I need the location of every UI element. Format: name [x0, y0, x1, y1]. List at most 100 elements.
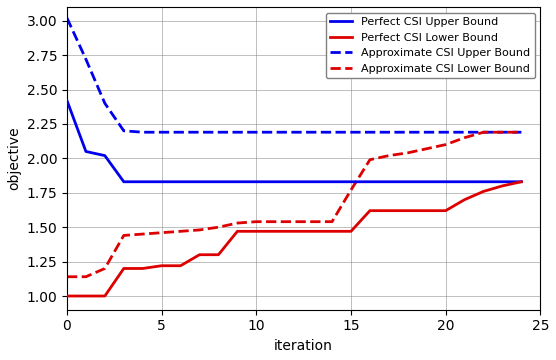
Approximate CSI Lower Bound	[518, 130, 525, 134]
Approximate CSI Lower Bound	[177, 229, 184, 234]
Approximate CSI Upper Bound	[253, 130, 260, 134]
Approximate CSI Upper Bound	[443, 130, 449, 134]
Perfect CSI Upper Bound	[404, 180, 411, 184]
Perfect CSI Lower Bound	[215, 253, 222, 257]
Approximate CSI Upper Bound	[121, 129, 127, 133]
Perfect CSI Lower Bound	[310, 229, 316, 234]
Approximate CSI Lower Bound	[480, 130, 487, 134]
Approximate CSI Lower Bound	[253, 220, 260, 224]
Approximate CSI Lower Bound	[102, 266, 108, 271]
Approximate CSI Lower Bound	[404, 151, 411, 155]
Perfect CSI Upper Bound	[348, 180, 354, 184]
Approximate CSI Upper Bound	[234, 130, 241, 134]
Perfect CSI Lower Bound	[234, 229, 241, 234]
Approximate CSI Upper Bound	[83, 57, 90, 62]
Perfect CSI Upper Bound	[461, 180, 468, 184]
Perfect CSI Lower Bound	[177, 264, 184, 268]
Approximate CSI Lower Bound	[121, 233, 127, 238]
Approximate CSI Upper Bound	[310, 130, 316, 134]
Line: Approximate CSI Upper Bound: Approximate CSI Upper Bound	[67, 18, 522, 132]
Perfect CSI Lower Bound	[480, 189, 487, 194]
Y-axis label: objective: objective	[7, 127, 21, 190]
Perfect CSI Lower Bound	[329, 229, 335, 234]
Approximate CSI Lower Bound	[329, 220, 335, 224]
Perfect CSI Upper Bound	[480, 180, 487, 184]
Approximate CSI Lower Bound	[272, 220, 279, 224]
Approximate CSI Lower Bound	[234, 221, 241, 225]
Perfect CSI Lower Bound	[272, 229, 279, 234]
Perfect CSI Upper Bound	[423, 180, 430, 184]
Perfect CSI Upper Bound	[366, 180, 373, 184]
Perfect CSI Lower Bound	[291, 229, 297, 234]
Perfect CSI Lower Bound	[499, 184, 506, 188]
Approximate CSI Upper Bound	[102, 101, 108, 105]
Approximate CSI Upper Bound	[158, 130, 165, 134]
Approximate CSI Lower Bound	[196, 228, 203, 232]
Line: Perfect CSI Lower Bound: Perfect CSI Lower Bound	[67, 182, 522, 296]
Approximate CSI Lower Bound	[423, 147, 430, 151]
Approximate CSI Upper Bound	[291, 130, 297, 134]
Line: Approximate CSI Lower Bound: Approximate CSI Lower Bound	[67, 132, 522, 277]
Perfect CSI Lower Bound	[83, 294, 90, 298]
Perfect CSI Lower Bound	[140, 266, 146, 271]
Perfect CSI Lower Bound	[443, 208, 449, 213]
Perfect CSI Upper Bound	[121, 180, 127, 184]
Perfect CSI Upper Bound	[215, 180, 222, 184]
Perfect CSI Lower Bound	[121, 266, 127, 271]
Approximate CSI Upper Bound	[518, 130, 525, 134]
Approximate CSI Upper Bound	[385, 130, 392, 134]
Approximate CSI Upper Bound	[404, 130, 411, 134]
Approximate CSI Lower Bound	[348, 188, 354, 192]
Approximate CSI Lower Bound	[461, 136, 468, 140]
Perfect CSI Upper Bound	[63, 98, 70, 103]
Perfect CSI Lower Bound	[404, 208, 411, 213]
Approximate CSI Upper Bound	[215, 130, 222, 134]
Perfect CSI Lower Bound	[385, 208, 392, 213]
Perfect CSI Upper Bound	[177, 180, 184, 184]
Perfect CSI Upper Bound	[443, 180, 449, 184]
Perfect CSI Upper Bound	[196, 180, 203, 184]
Approximate CSI Upper Bound	[63, 16, 70, 20]
Perfect CSI Upper Bound	[385, 180, 392, 184]
Approximate CSI Lower Bound	[310, 220, 316, 224]
Perfect CSI Upper Bound	[140, 180, 146, 184]
Approximate CSI Lower Bound	[158, 230, 165, 235]
Perfect CSI Lower Bound	[518, 180, 525, 184]
Perfect CSI Lower Bound	[348, 229, 354, 234]
Approximate CSI Upper Bound	[499, 130, 506, 134]
Perfect CSI Upper Bound	[291, 180, 297, 184]
Line: Perfect CSI Upper Bound: Perfect CSI Upper Bound	[67, 100, 522, 182]
Approximate CSI Upper Bound	[423, 130, 430, 134]
Perfect CSI Lower Bound	[158, 264, 165, 268]
Perfect CSI Upper Bound	[329, 180, 335, 184]
Perfect CSI Upper Bound	[499, 180, 506, 184]
Approximate CSI Lower Bound	[140, 232, 146, 236]
Perfect CSI Upper Bound	[518, 180, 525, 184]
Approximate CSI Upper Bound	[272, 130, 279, 134]
Perfect CSI Lower Bound	[63, 294, 70, 298]
Legend: Perfect CSI Upper Bound, Perfect CSI Lower Bound, Approximate CSI Upper Bound, A: Perfect CSI Upper Bound, Perfect CSI Low…	[326, 13, 535, 78]
Perfect CSI Upper Bound	[83, 149, 90, 154]
Perfect CSI Lower Bound	[102, 294, 108, 298]
Approximate CSI Lower Bound	[215, 225, 222, 229]
Approximate CSI Lower Bound	[291, 220, 297, 224]
Perfect CSI Upper Bound	[102, 153, 108, 158]
Perfect CSI Upper Bound	[310, 180, 316, 184]
Approximate CSI Lower Bound	[443, 143, 449, 147]
Perfect CSI Lower Bound	[423, 208, 430, 213]
Approximate CSI Lower Bound	[63, 275, 70, 279]
Approximate CSI Lower Bound	[83, 275, 90, 279]
Perfect CSI Upper Bound	[158, 180, 165, 184]
Approximate CSI Lower Bound	[499, 130, 506, 134]
Approximate CSI Upper Bound	[480, 130, 487, 134]
Approximate CSI Upper Bound	[177, 130, 184, 134]
Perfect CSI Lower Bound	[461, 198, 468, 202]
Perfect CSI Lower Bound	[196, 253, 203, 257]
Approximate CSI Upper Bound	[196, 130, 203, 134]
Approximate CSI Lower Bound	[385, 153, 392, 158]
Approximate CSI Upper Bound	[348, 130, 354, 134]
Perfect CSI Upper Bound	[234, 180, 241, 184]
Approximate CSI Lower Bound	[366, 158, 373, 162]
Approximate CSI Upper Bound	[366, 130, 373, 134]
X-axis label: iteration: iteration	[274, 339, 333, 353]
